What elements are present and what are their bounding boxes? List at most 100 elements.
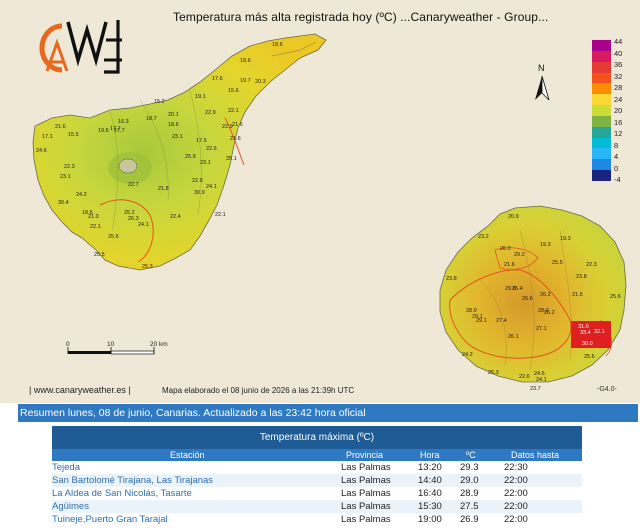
data-until-cell: 22:00 xyxy=(504,501,528,512)
time-cell: 13:20 xyxy=(418,462,442,473)
temperature-value-label: 23.1 xyxy=(60,174,71,180)
temperature-value-label: 31.0 xyxy=(578,324,589,330)
province-cell: Las Palmas xyxy=(341,488,391,499)
time-cell: 16:40 xyxy=(418,488,442,499)
temperature-value-label: 19.7 xyxy=(240,78,251,84)
temperature-value-label: 28.9 xyxy=(466,308,477,314)
legend-swatch xyxy=(592,148,611,160)
temperature-value-label: 17.5 xyxy=(196,138,207,144)
temperature-value-label: 25.5 xyxy=(94,252,105,258)
temperature-value-label: 18.6 xyxy=(272,42,283,48)
temperature-value-label: 22.9 xyxy=(205,110,216,116)
temperature-value-label: 19.1 xyxy=(195,94,206,100)
table-row: Agüimes Las Palmas 15:30 27.5 22:00 xyxy=(52,500,582,513)
temperature-value-label: 22.1 xyxy=(215,212,226,218)
temperature-cell: 29.0 xyxy=(460,475,479,486)
scale-bar xyxy=(67,347,155,355)
temperature-value-label: 29.6 xyxy=(505,286,516,292)
legend-swatch xyxy=(592,94,611,106)
temperature-value-label: 26.3 xyxy=(128,216,139,222)
legend-tick-label: 16 xyxy=(614,117,623,127)
table-row: La Aldea de San Nicolás, Tasarte Las Pal… xyxy=(52,487,582,500)
canaryweather-logo xyxy=(39,20,122,74)
temperature-value-label: 15.2 xyxy=(154,99,165,105)
province-cell: Las Palmas xyxy=(341,475,391,486)
legend-swatch xyxy=(592,126,611,139)
station-link[interactable]: La Aldea de San Nicolás, Tasarte xyxy=(52,488,192,499)
scale-label-10: 10 xyxy=(107,341,115,348)
max-temperature-table: Temperatura máxima (ºC) Estación Provinc… xyxy=(52,426,582,526)
station-link[interactable]: Tuineje,Puerto Gran Tarajal xyxy=(52,514,168,525)
header-temperature: ºC xyxy=(466,450,476,460)
temperature-value-label: 25.6 xyxy=(584,354,595,360)
table-row: Tuineje,Puerto Gran Tarajal Las Palmas 1… xyxy=(52,513,582,526)
data-until-cell: 22:00 xyxy=(504,475,528,486)
header-time: Hora xyxy=(420,450,440,460)
temperature-value-label: 24.6 xyxy=(36,148,47,154)
table-caption: Temperatura máxima (ºC) xyxy=(52,426,582,449)
time-cell: 15:30 xyxy=(418,501,442,512)
temperature-map: 18.6 18.6 19.7 20.3 17.6 15.6 19.1 15.2 16.3 17.7… xyxy=(0,0,640,403)
temperature-value-label: 21.6 xyxy=(55,124,66,130)
temperature-value-label: 15.6 xyxy=(228,88,239,94)
legend-swatch xyxy=(592,159,611,171)
temperature-value-label: 20.9 xyxy=(508,214,519,220)
temperature-value-label: 22.1 xyxy=(90,224,101,230)
map-timestamp: Mapa elaborado el 08 junio de 2026 a las… xyxy=(162,386,355,395)
temperature-value-label: 27.4 xyxy=(496,318,507,324)
color-legend xyxy=(592,40,611,182)
temperature-value-label: 23.1 xyxy=(200,160,211,166)
temperature-value-label: 17.1 xyxy=(42,134,53,140)
temperature-value-label: 21.5 xyxy=(572,292,583,298)
temperature-value-label: 23.1 xyxy=(172,134,183,140)
temperature-value-label: 33.4 xyxy=(580,330,591,336)
temperature-value-label: 18.6 xyxy=(240,58,251,64)
temperature-value-label: 25.1 xyxy=(226,156,237,162)
station-link[interactable]: San Bartolomé Tirajana, Las Tirajanas xyxy=(52,475,214,486)
temperature-value-label: 21.6 xyxy=(232,122,243,128)
legend-tick-label: 4 xyxy=(614,152,619,161)
temperature-value-label: 26.1 xyxy=(508,334,519,340)
temperature-value-label: 25.2 xyxy=(124,210,135,216)
temperature-value-label: 17.6 xyxy=(212,76,223,82)
legend-swatch xyxy=(592,61,611,74)
temperature-cell: 29.3 xyxy=(460,462,479,473)
station-link[interactable]: Tejeda xyxy=(52,462,80,473)
time-cell: 14:40 xyxy=(418,475,442,486)
temperature-value-label: 17.7 xyxy=(110,126,121,132)
station-link[interactable]: Agüimes xyxy=(52,501,89,512)
data-until-cell: 22:00 xyxy=(504,488,528,499)
hot-spot-area xyxy=(571,321,611,348)
legend-tick-label: 24 xyxy=(614,94,623,104)
site-link[interactable]: | www.canaryweather.es | xyxy=(29,385,131,395)
legend-swatch xyxy=(592,105,611,117)
temperature-value-label: 22.6 xyxy=(519,374,530,380)
temperature-value-label: 29.2 xyxy=(514,252,525,258)
province-cell: Las Palmas xyxy=(341,514,391,525)
legend-tick-label: 12 xyxy=(614,129,623,138)
temperature-value-label: 28.2 xyxy=(538,308,549,314)
temperature-value-label: 19.6 xyxy=(98,128,109,134)
temperature-value-label: 23.7 xyxy=(530,386,541,392)
temperature-value-label: 26.0 xyxy=(500,246,511,252)
temperature-value-label: 29.1 xyxy=(472,314,483,320)
temperature-value-label: 22.9 xyxy=(192,178,203,184)
tenerife-island xyxy=(32,33,327,271)
table-header: Estación Provincia Hora ºC Datos hasta xyxy=(52,449,582,461)
temperature-value-label: 21.6 xyxy=(504,262,515,268)
legend-tick-label: -4 xyxy=(614,175,621,184)
temperature-value-label: 24.2 xyxy=(76,192,87,198)
temperature-value-label: 24.1 xyxy=(536,377,547,383)
temperature-value-label: 25.3 xyxy=(488,370,499,376)
temperature-value-label: 18.6 xyxy=(168,122,179,128)
header-station: Estación xyxy=(170,450,205,460)
temperature-value-label: 30.9 xyxy=(194,190,205,196)
temperature-value-label: 25.3 xyxy=(142,264,153,270)
temperature-value-label: 22.3 xyxy=(586,262,597,268)
temperature-value-label: 29.1 xyxy=(476,318,487,324)
legend-swatch xyxy=(592,72,611,84)
temperature-value-label: 24.1 xyxy=(138,222,149,228)
legend-tick-label: 20 xyxy=(614,106,623,115)
temperature-value-label: 24.6 xyxy=(534,371,545,377)
temperature-value-label: 30.4 xyxy=(58,200,69,206)
